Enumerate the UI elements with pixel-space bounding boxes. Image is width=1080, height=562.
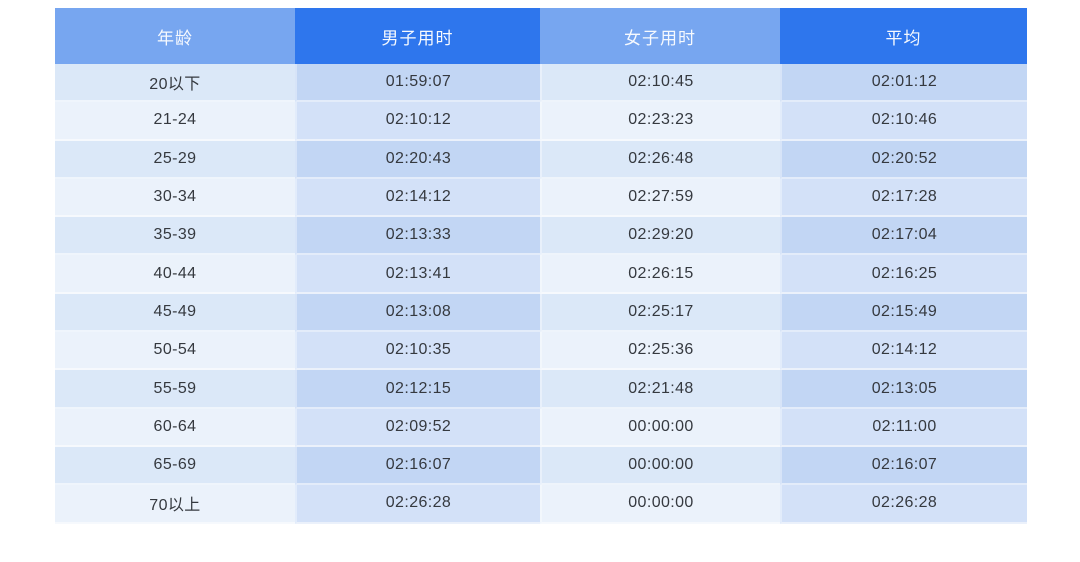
men-time-cell: 02:10:12 bbox=[295, 102, 540, 141]
women-time-cell: 02:25:36 bbox=[540, 332, 780, 371]
age-cell: 45-49 bbox=[55, 293, 295, 333]
column-header-average: 平均 bbox=[780, 8, 1027, 64]
men-time-cell: 02:13:33 bbox=[295, 217, 540, 256]
age-cell: 40-44 bbox=[55, 255, 295, 294]
men-time-cell: 02:09:52 bbox=[295, 408, 540, 447]
column-header-women-time: 女子用时 bbox=[540, 8, 780, 64]
women-time-cell: 02:27:59 bbox=[540, 178, 780, 218]
average-time-cell: 02:17:04 bbox=[780, 217, 1027, 256]
age-cell: 60-64 bbox=[55, 408, 295, 447]
table-body: 20以下 01:59:07 02:10:45 02:01:12 21-24 02… bbox=[55, 64, 1027, 524]
table-row: 60-64 02:09:52 00:00:00 02:11:00 bbox=[55, 408, 1027, 447]
table-row: 65-69 02:16:07 00:00:00 02:16:07 bbox=[55, 446, 1027, 486]
table-row: 25-29 02:20:43 02:26:48 02:20:52 bbox=[55, 140, 1027, 179]
table-row: 70以上 02:26:28 00:00:00 02:26:28 bbox=[55, 485, 1027, 524]
average-time-cell: 02:14:12 bbox=[780, 332, 1027, 371]
women-time-cell: 00:00:00 bbox=[540, 446, 780, 486]
average-time-cell: 02:17:28 bbox=[780, 178, 1027, 218]
age-time-table: 年龄 男子用时 女子用时 平均 20以下 01:59:07 02:10:45 0… bbox=[55, 8, 1027, 524]
table-row: 50-54 02:10:35 02:25:36 02:14:12 bbox=[55, 332, 1027, 371]
average-time-cell: 02:16:07 bbox=[780, 446, 1027, 486]
age-cell: 25-29 bbox=[55, 140, 295, 179]
women-time-cell: 00:00:00 bbox=[540, 408, 780, 447]
age-cell: 65-69 bbox=[55, 446, 295, 486]
table-row: 30-34 02:14:12 02:27:59 02:17:28 bbox=[55, 178, 1027, 218]
table-row: 35-39 02:13:33 02:29:20 02:17:04 bbox=[55, 217, 1027, 256]
men-time-cell: 02:26:28 bbox=[295, 485, 540, 524]
women-time-cell: 02:25:17 bbox=[540, 293, 780, 333]
header-row: 年龄 男子用时 女子用时 平均 bbox=[55, 8, 1027, 64]
age-cell: 35-39 bbox=[55, 217, 295, 256]
table-row: 45-49 02:13:08 02:25:17 02:15:49 bbox=[55, 293, 1027, 333]
average-time-cell: 02:13:05 bbox=[780, 370, 1027, 409]
age-cell: 50-54 bbox=[55, 332, 295, 371]
average-time-cell: 02:11:00 bbox=[780, 408, 1027, 447]
women-time-cell: 00:00:00 bbox=[540, 485, 780, 524]
men-time-cell: 02:10:35 bbox=[295, 332, 540, 371]
women-time-cell: 02:23:23 bbox=[540, 102, 780, 141]
table-row: 55-59 02:12:15 02:21:48 02:13:05 bbox=[55, 370, 1027, 409]
table-row: 40-44 02:13:41 02:26:15 02:16:25 bbox=[55, 255, 1027, 294]
average-time-cell: 02:01:12 bbox=[780, 64, 1027, 103]
women-time-cell: 02:26:48 bbox=[540, 140, 780, 179]
average-time-cell: 02:16:25 bbox=[780, 255, 1027, 294]
women-time-cell: 02:10:45 bbox=[540, 64, 780, 103]
men-time-cell: 02:16:07 bbox=[295, 446, 540, 486]
table-header: 年龄 男子用时 女子用时 平均 bbox=[55, 8, 1027, 64]
age-cell: 55-59 bbox=[55, 370, 295, 409]
age-cell: 20以下 bbox=[55, 64, 295, 103]
men-time-cell: 02:13:41 bbox=[295, 255, 540, 294]
women-time-cell: 02:21:48 bbox=[540, 370, 780, 409]
age-cell: 30-34 bbox=[55, 178, 295, 218]
column-header-age: 年龄 bbox=[55, 8, 295, 64]
average-time-cell: 02:15:49 bbox=[780, 293, 1027, 333]
men-time-cell: 02:20:43 bbox=[295, 140, 540, 179]
age-cell: 21-24 bbox=[55, 102, 295, 141]
men-time-cell: 01:59:07 bbox=[295, 64, 540, 103]
column-header-men-time: 男子用时 bbox=[295, 8, 540, 64]
men-time-cell: 02:12:15 bbox=[295, 370, 540, 409]
women-time-cell: 02:29:20 bbox=[540, 217, 780, 256]
table-row: 20以下 01:59:07 02:10:45 02:01:12 bbox=[55, 64, 1027, 103]
average-time-cell: 02:26:28 bbox=[780, 485, 1027, 524]
women-time-cell: 02:26:15 bbox=[540, 255, 780, 294]
age-cell: 70以上 bbox=[55, 485, 295, 524]
men-time-cell: 02:13:08 bbox=[295, 293, 540, 333]
average-time-cell: 02:20:52 bbox=[780, 140, 1027, 179]
table-row: 21-24 02:10:12 02:23:23 02:10:46 bbox=[55, 102, 1027, 141]
men-time-cell: 02:14:12 bbox=[295, 178, 540, 218]
average-time-cell: 02:10:46 bbox=[780, 102, 1027, 141]
